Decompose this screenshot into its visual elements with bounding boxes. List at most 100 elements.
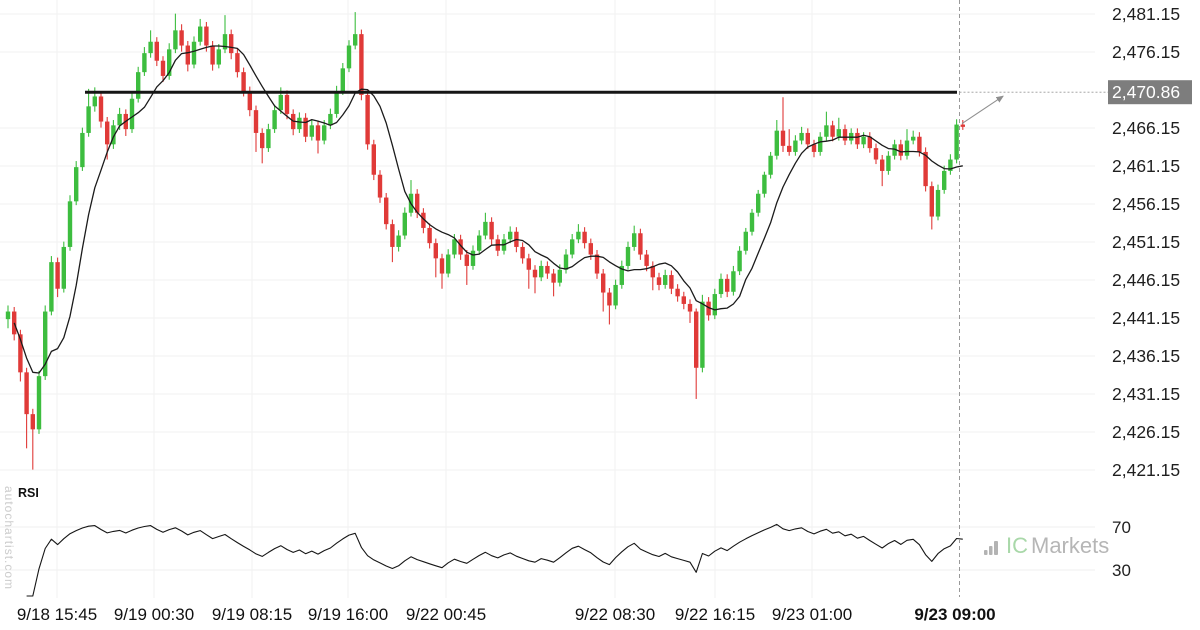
candle-body-up — [619, 265, 624, 285]
price-axis-labels: 2,481.15 2,476.15 2,470.86 2,466.15 2,461.15… — [1108, 4, 1192, 480]
candle-body-down — [923, 151, 928, 187]
candle-body-up — [508, 231, 513, 240]
candle-body-down — [880, 159, 885, 171]
candle-body-down — [650, 265, 655, 278]
candle-body-up — [272, 110, 277, 130]
candle-body-up — [111, 125, 116, 145]
price-tick-label: 2,456.15 — [1112, 194, 1180, 214]
rsi-pane-label: RSI — [18, 486, 39, 500]
candle-body-up — [470, 250, 476, 266]
price-tick-label: 2,426.15 — [1112, 422, 1180, 442]
candle-body-down — [24, 372, 29, 415]
candle-body-down — [532, 269, 538, 278]
candle-body-down — [644, 254, 649, 266]
candle-body-down — [284, 94, 290, 114]
candle-body-up — [942, 170, 947, 190]
candle-body-up — [173, 30, 178, 50]
candle-body-down — [601, 273, 606, 293]
candle-body-up — [824, 125, 829, 137]
candle-body-down — [390, 224, 395, 247]
candle-body-up — [309, 125, 314, 137]
candle-body-down — [439, 258, 445, 274]
time-tick-label: 9/22 08:30 — [575, 605, 655, 624]
candle-body-up — [353, 34, 358, 46]
candle-body-down — [687, 303, 693, 312]
candle-body-up — [700, 301, 705, 368]
candle-body-down — [18, 334, 23, 373]
candle-body-down — [867, 136, 872, 149]
candle-body-up — [892, 144, 897, 156]
candle-body-up — [340, 68, 345, 92]
candle-body-up — [743, 231, 748, 251]
candle-body-down — [811, 144, 817, 152]
candle-body-down — [154, 41, 159, 61]
candle-body-down — [526, 258, 531, 270]
watermark-icmarkets: IC Markets — [984, 535, 1109, 557]
candle-body-up — [563, 254, 569, 270]
resistance-price-label: 2,470.86 — [1112, 82, 1180, 102]
candle-body-up — [446, 254, 451, 274]
price-tick-label: 2,441.15 — [1112, 308, 1180, 328]
price-tick-label: 2,431.15 — [1112, 384, 1180, 404]
candle-body-up — [334, 91, 339, 114]
candle-body-down — [464, 254, 469, 266]
candle-body-down — [855, 132, 860, 145]
candle-body-up — [483, 221, 488, 236]
candle-body-up — [576, 231, 581, 240]
candle-body-up — [861, 136, 866, 145]
candle-body-down — [873, 148, 879, 160]
candle-body-up — [774, 130, 779, 156]
candle-body-down — [656, 277, 662, 285]
candle-body-down — [588, 243, 593, 255]
candle-body-up — [216, 49, 221, 65]
candle-body-down — [210, 45, 215, 65]
candle-body-down — [694, 311, 699, 368]
candle-body-up — [948, 159, 953, 171]
candle-body-down — [229, 34, 234, 54]
candle-body-down — [638, 233, 643, 255]
candle-body-down — [365, 94, 370, 145]
candle-body-down — [384, 197, 389, 225]
time-axis-labels: 9/18 15:45 9/19 00:30 9/19 08:15 9/19 16:00… — [17, 605, 996, 624]
candle-body-up — [731, 271, 736, 292]
candle-body-down — [842, 129, 848, 141]
candle-body-up — [328, 113, 333, 126]
candle-body-up — [712, 294, 717, 316]
candle-body-up — [557, 269, 562, 283]
time-tick-label: 9/19 08:15 — [212, 605, 292, 624]
candle-body-up — [61, 246, 66, 289]
candle-body-up — [222, 34, 228, 50]
rsi-line — [26, 523, 963, 597]
candle-body-up — [322, 125, 327, 141]
candle-body-down — [433, 243, 438, 259]
candle-body-down — [303, 117, 308, 137]
candle-body-down — [55, 262, 60, 289]
candle-body-up — [297, 117, 302, 130]
price-tick-label: 2,466.15 — [1112, 118, 1180, 138]
watermark-autochartist: autochartist.com — [2, 486, 16, 591]
candle-body-down — [415, 193, 420, 213]
candle-body-down — [253, 110, 259, 133]
candles — [5, 12, 965, 470]
candle-body-up — [266, 129, 271, 149]
candle-body-up — [346, 45, 352, 69]
candle-body-up — [148, 41, 153, 54]
candle-body-up — [129, 98, 135, 130]
price-tick-label: 2,451.15 — [1112, 232, 1180, 252]
time-tick-label: 9/19 00:30 — [114, 605, 194, 624]
candle-body-up — [117, 113, 122, 126]
candle-body-up — [80, 132, 85, 168]
candle-body-down — [105, 121, 110, 145]
candle-body-up — [191, 41, 197, 65]
candle-body-down — [241, 72, 246, 92]
candle-body-down — [898, 144, 903, 156]
candle-body-down — [830, 125, 835, 137]
gridlines — [0, 0, 1095, 598]
price-tick-label: 2,446.15 — [1112, 270, 1180, 290]
rsi-level-label: 70 — [1112, 518, 1131, 537]
candle-body-up — [402, 212, 407, 236]
price-tick-label: 2,481.15 — [1112, 4, 1180, 24]
candle-body-up — [167, 49, 172, 76]
